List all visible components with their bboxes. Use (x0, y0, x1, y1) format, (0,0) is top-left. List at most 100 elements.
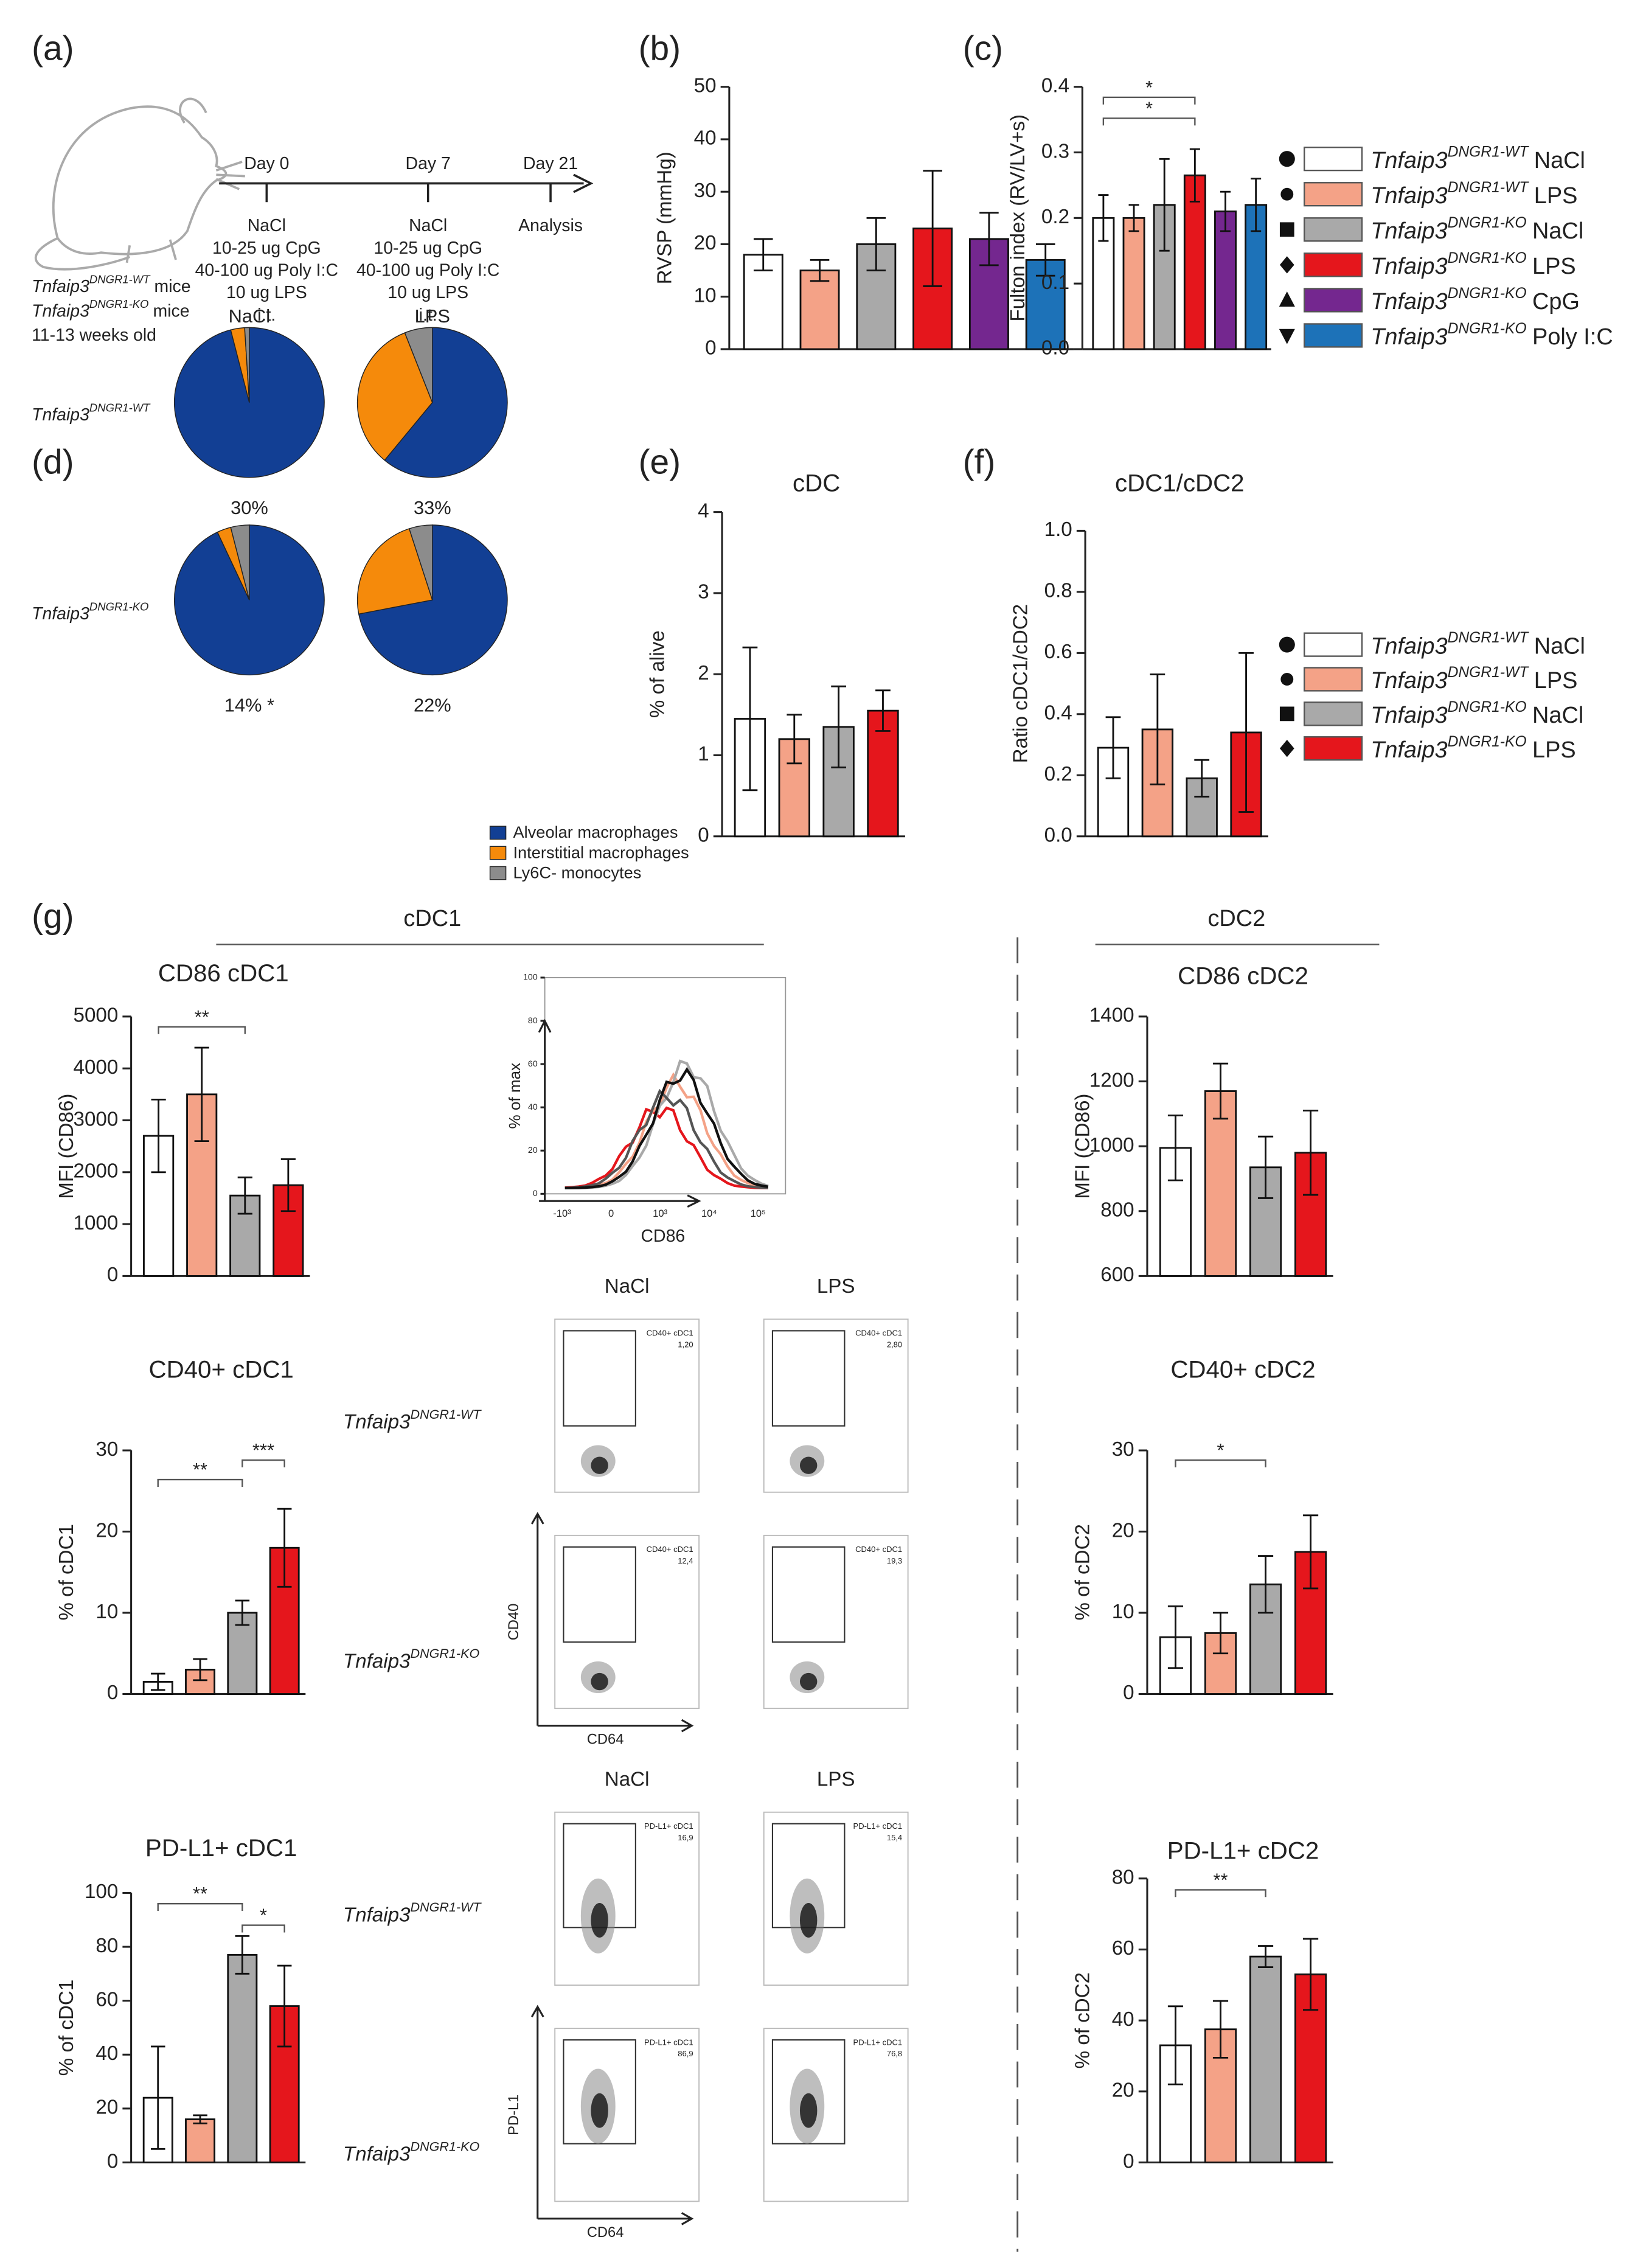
plot-frame (763, 2028, 909, 2202)
error-bar (150, 2045, 165, 2150)
legend-condition: LPS (1532, 254, 1576, 279)
sig-bracket (1175, 1889, 1266, 1898)
treatment: 10 ug LPS (387, 283, 468, 302)
y-tick-label: 0.4 (1044, 702, 1072, 725)
gene: Tnfaip3 (32, 277, 89, 296)
density-core (799, 1903, 818, 1938)
pie-slice (404, 327, 433, 403)
gate-value: 19,3 (887, 1556, 902, 1565)
genotype-label: Tnfaip3DNGR1-KO Poly I:C (1370, 320, 1613, 350)
sig-label: * (1145, 97, 1153, 119)
error-bar (1212, 1612, 1229, 1655)
panel-label: (d) (32, 443, 74, 481)
gene-superscript: DNGR1-WT (1448, 630, 1530, 646)
panel-label: (a) (32, 29, 74, 68)
gene-superscript: DNGR1-KO (1448, 285, 1527, 301)
gene: Tnfaip3 (343, 1411, 411, 1433)
axis-arrow (530, 2005, 694, 2225)
sig-label: ** (1214, 1869, 1228, 1890)
y-tick-label: 20 (528, 1146, 538, 1155)
sig-bracket (241, 1924, 285, 1933)
column-label: NaCl (605, 1275, 650, 1298)
pie-label: 30% (231, 497, 268, 518)
gene-superscript: DNGR1-WT (89, 401, 151, 414)
treatment: 10 ug LPS (226, 283, 307, 302)
y-tick-label: 1000 (1089, 1134, 1134, 1157)
plot-frame (763, 1534, 909, 1710)
y-tick-label: 0.4 (1041, 74, 1069, 97)
axis-arrow (530, 1512, 694, 1733)
legend-label: Interstitial macrophages (513, 843, 689, 861)
genotype-label: Tnfaip3DNGR1-KO CpG (1370, 285, 1580, 315)
error-bar (1251, 178, 1262, 232)
chart-title: CD86 cDC1 (158, 959, 289, 987)
treatment: 10-25 ug CpG (212, 238, 321, 258)
y-tick-label: 60 (528, 1059, 538, 1069)
error-bar (1098, 194, 1109, 242)
x-axis-label: CD64 (587, 2225, 624, 2241)
y-tick-label: 3000 (74, 1108, 119, 1130)
error-bar (753, 238, 773, 271)
error-bar (1194, 759, 1210, 798)
genotype-label: Tnfaip3DNGR1-KO NaCl (1370, 214, 1583, 244)
bar (1214, 210, 1237, 350)
sig-label: ** (195, 1006, 209, 1028)
legend-swatch (1304, 736, 1363, 761)
y-tick-label: 20 (1112, 2079, 1134, 2102)
histogram-curve (564, 1106, 768, 1189)
gene: Tnfaip3 (1370, 633, 1447, 659)
bar (185, 2118, 216, 2163)
error-bar (1257, 1555, 1274, 1614)
legend-condition: NaCl (1532, 703, 1583, 728)
x-tick-label: 10⁴ (701, 1208, 717, 1219)
density-core (591, 1672, 608, 1691)
gene-superscript: DNGR1-WT (1448, 664, 1530, 681)
legend-condition: LPS (1534, 183, 1578, 209)
timeline (219, 173, 594, 203)
y-tick-label: 10 (96, 1601, 118, 1623)
mouse-drawing (35, 97, 245, 271)
error-bar (1189, 148, 1200, 203)
sig-bracket (1102, 117, 1196, 126)
y-tick-label: 2 (698, 662, 709, 684)
plot-frame (763, 1318, 909, 1493)
chart-title: CD40+ cDC1 (149, 1355, 294, 1383)
legend-swatch (1304, 252, 1363, 277)
error-bar (923, 170, 942, 287)
legend-marker (1279, 151, 1295, 167)
y-tick-label: 20 (694, 232, 717, 254)
sig-label: * (260, 1905, 267, 1926)
y-tick-label: 0 (107, 1682, 118, 1704)
error-bar (1220, 190, 1231, 232)
y-tick-label: 30 (694, 179, 717, 202)
y-tick-label: 40 (1112, 2008, 1134, 2031)
y-tick-label: 60 (1112, 1937, 1134, 1960)
y-tick-label: 0 (1123, 2150, 1134, 2172)
genotype-label: Tnfaip3DNGR1-KO (32, 600, 148, 623)
density-core (591, 2093, 608, 2128)
legend-swatch (489, 846, 507, 860)
error-bar (235, 1599, 250, 1626)
column-label: NaCl (605, 1768, 650, 1790)
plot-frame (554, 2028, 700, 2202)
panel-label: (b) (639, 29, 681, 68)
y-tick-label: 0.1 (1041, 271, 1069, 294)
bar (1186, 777, 1218, 838)
error-bar (831, 685, 847, 768)
gate-value: 15,4 (887, 1833, 902, 1842)
gate (771, 2039, 846, 2145)
y-tick-label: 0 (107, 2150, 118, 2172)
gene: Tnfaip3 (1370, 289, 1447, 315)
plot-frame (554, 1318, 700, 1493)
y-tick-label: 0.2 (1044, 763, 1072, 785)
sig-label: ** (193, 1883, 207, 1904)
legend-swatch (1304, 323, 1363, 348)
gate-value: 1,20 (678, 1340, 693, 1349)
legend-swatch (1304, 288, 1363, 313)
genotype-label: Tnfaip3DNGR1-WT LPS (1370, 179, 1577, 209)
chart-title: cDC (793, 469, 840, 496)
y-tick-label: 30 (96, 1438, 118, 1461)
error-bar (1238, 652, 1254, 813)
legend-condition: LPS (1532, 737, 1576, 763)
